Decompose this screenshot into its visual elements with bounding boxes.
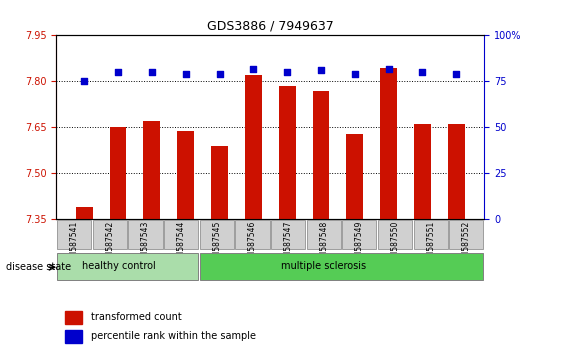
Bar (346, 133, 363, 219)
Bar (76, 207, 93, 219)
Point (249, 66, 258, 72)
Text: GSM587551: GSM587551 (426, 221, 435, 267)
Text: healthy control: healthy control (82, 261, 155, 272)
Bar (279, 86, 296, 219)
FancyBboxPatch shape (93, 220, 127, 249)
Text: GSM587541: GSM587541 (70, 221, 79, 267)
Point (114, 69, 123, 75)
Bar (448, 124, 464, 219)
Text: disease state: disease state (6, 262, 71, 272)
FancyBboxPatch shape (235, 220, 270, 249)
Bar (245, 75, 262, 219)
Text: GSM587548: GSM587548 (319, 221, 328, 267)
Point (283, 69, 292, 75)
Text: GSM587550: GSM587550 (391, 221, 400, 267)
Bar (312, 91, 329, 219)
Text: GSM587549: GSM587549 (355, 221, 364, 267)
Point (452, 71, 461, 77)
Point (181, 71, 190, 77)
FancyBboxPatch shape (57, 220, 91, 249)
FancyBboxPatch shape (271, 220, 305, 249)
Text: percentile rank within the sample: percentile rank within the sample (91, 331, 256, 341)
Point (316, 68, 325, 73)
Point (215, 71, 224, 77)
FancyBboxPatch shape (200, 220, 234, 249)
Point (80, 79, 89, 84)
Bar (211, 146, 228, 219)
Text: GSM587552: GSM587552 (462, 221, 471, 267)
Point (418, 69, 427, 75)
FancyBboxPatch shape (307, 220, 341, 249)
Bar (380, 68, 397, 219)
Text: GSM587545: GSM587545 (212, 221, 221, 267)
Bar (110, 127, 127, 219)
Text: GSM587543: GSM587543 (141, 221, 150, 267)
FancyBboxPatch shape (164, 220, 198, 249)
Bar (414, 124, 431, 219)
Text: GSM587546: GSM587546 (248, 221, 257, 267)
FancyBboxPatch shape (378, 220, 412, 249)
Text: multiple sclerosis: multiple sclerosis (281, 261, 367, 272)
Point (350, 71, 359, 77)
Bar (65, 330, 82, 343)
Bar (144, 121, 160, 219)
Title: GDS3886 / 7949637: GDS3886 / 7949637 (207, 20, 334, 33)
FancyBboxPatch shape (128, 220, 163, 249)
Text: transformed count: transformed count (91, 312, 181, 322)
FancyBboxPatch shape (342, 220, 377, 249)
Point (384, 66, 393, 72)
FancyBboxPatch shape (449, 220, 484, 249)
Text: GSM587544: GSM587544 (177, 221, 186, 267)
FancyBboxPatch shape (200, 253, 484, 280)
Bar (177, 131, 194, 219)
FancyBboxPatch shape (57, 253, 198, 280)
FancyBboxPatch shape (414, 220, 448, 249)
Text: GSM587547: GSM587547 (284, 221, 293, 267)
Bar (65, 311, 82, 324)
Text: GSM587542: GSM587542 (105, 221, 114, 267)
Point (148, 69, 157, 75)
